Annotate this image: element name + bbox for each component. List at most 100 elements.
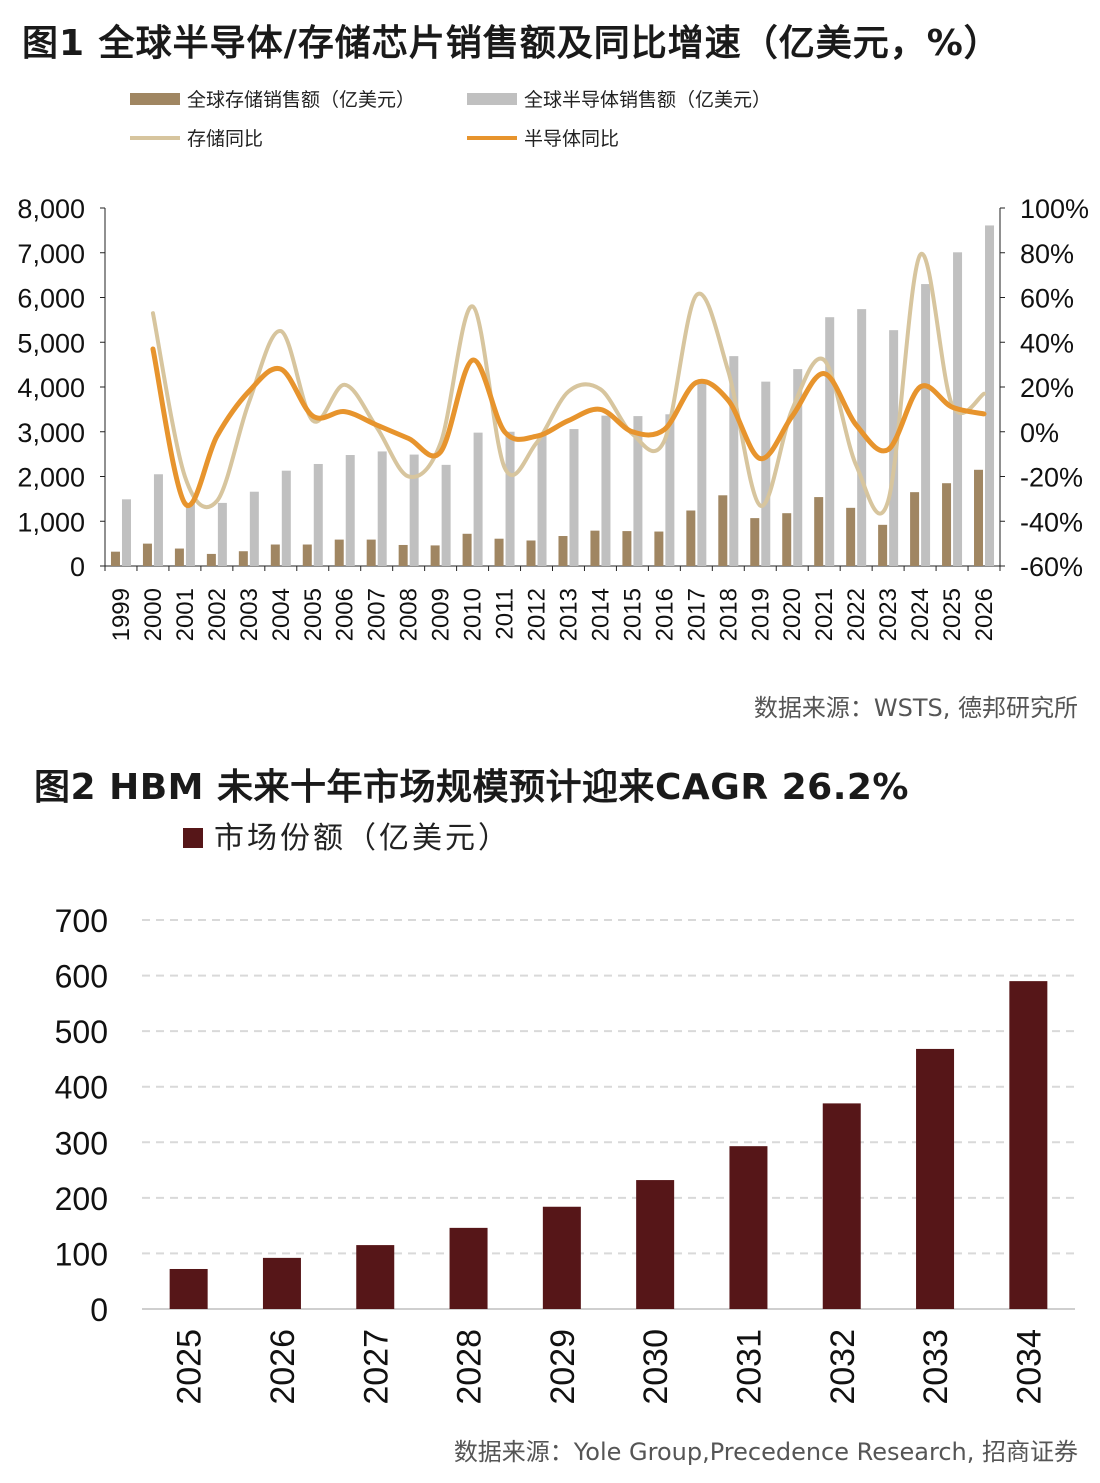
semi-sales-bar-2017 <box>697 381 707 566</box>
right-tick-label: 40% <box>1020 328 1074 358</box>
left-tick-label: 5,000 <box>17 328 85 358</box>
left-tick-label: 8,000 <box>17 194 85 224</box>
semi-sales-bar-2008 <box>409 454 419 566</box>
memory-sales-bar-2021 <box>814 497 824 566</box>
semi-yoy-line <box>150 346 987 509</box>
memory-sales-bar-2006 <box>334 539 344 566</box>
memory-sales-bar-2026 <box>974 469 984 566</box>
right-tick-label: 0% <box>1020 418 1059 448</box>
x-tick-label: 2003 <box>236 588 263 641</box>
right-tick-label: 20% <box>1020 373 1074 403</box>
legend-swatch-1 <box>467 93 517 105</box>
memory-sales-bar-2020 <box>782 513 792 566</box>
hbm-bar-2032 <box>822 1103 861 1309</box>
memory-sales-bar-2002 <box>206 553 216 566</box>
right-tick-label: -60% <box>1020 552 1083 582</box>
right-tick-label: -40% <box>1020 507 1083 537</box>
legend-label-0: 全球存储销售额（亿美元） <box>187 89 415 111</box>
hbm-bar-2026 <box>262 1257 301 1309</box>
semi-sales-bar-2007 <box>377 451 387 566</box>
semi-sales-bar-2024 <box>921 284 931 566</box>
semi-sales-bar-2003 <box>249 491 259 566</box>
memory-sales-bar-2000 <box>142 543 152 566</box>
memory-sales-bar-2017 <box>686 510 696 566</box>
semi-sales-bar-2026 <box>985 225 995 566</box>
x-tick-label: 2014 <box>587 588 614 641</box>
x-tick-label: 2000 <box>140 588 167 641</box>
figure1-title: 图1 全球半导体/存储芯片销售额及同比增速（亿美元，%） <box>22 23 1001 64</box>
hbm-bar-2027 <box>356 1245 395 1309</box>
x-tick-label: 2030 <box>637 1329 675 1405</box>
semi-sales-bar-2005 <box>313 463 323 566</box>
legend-label-2: 存储同比 <box>187 128 263 150</box>
x-tick-label: 2001 <box>172 588 199 641</box>
legend-swatch <box>183 828 203 848</box>
x-tick-label: 2008 <box>396 588 423 641</box>
memory-sales-bar-2004 <box>270 544 280 566</box>
x-tick-label: 2011 <box>492 588 519 640</box>
memory-sales-bar-2014 <box>590 530 600 566</box>
right-tick-label: 80% <box>1020 239 1074 269</box>
x-tick-label: 2007 <box>364 588 391 641</box>
figure2-title: 图2 HBM 未来十年市场规模预计迎来CAGR 26.2% <box>34 767 909 808</box>
y-tick-label: 500 <box>55 1014 108 1050</box>
x-tick-label: 2031 <box>730 1329 768 1405</box>
x-tick-label: 2017 <box>683 588 710 641</box>
semi-sales-bar-2015 <box>633 416 643 566</box>
x-tick-label: 2019 <box>747 588 774 641</box>
x-tick-label: 2015 <box>619 588 646 641</box>
memory-sales-bar-2013 <box>558 536 568 566</box>
memory-sales-bar-2005 <box>302 544 312 566</box>
semi-sales-bar-2014 <box>601 415 611 566</box>
left-tick-label: 6,000 <box>17 284 85 314</box>
semi-sales-bar-2022 <box>857 309 867 566</box>
semi-sales-bar-2010 <box>473 432 483 566</box>
semi-sales-bar-2002 <box>217 502 227 566</box>
right-tick-label: 100% <box>1020 194 1089 224</box>
memory-sales-bar-2024 <box>910 492 920 566</box>
memory-sales-bar-2010 <box>462 533 472 566</box>
semi-sales-bar-2013 <box>569 429 579 566</box>
x-tick-label: 2022 <box>843 588 870 641</box>
left-tick-label: 7,000 <box>17 239 85 269</box>
x-tick-label: 2033 <box>917 1329 955 1405</box>
x-tick-label: 2034 <box>1010 1329 1048 1405</box>
semi-sales-bar-2009 <box>441 464 451 566</box>
semi-sales-bar-2023 <box>889 330 899 566</box>
x-tick-label: 2010 <box>460 588 487 641</box>
y-tick-label: 300 <box>55 1125 108 1161</box>
semi-sales-bar-2006 <box>345 455 355 566</box>
right-tick-label: 60% <box>1020 284 1074 314</box>
x-tick-label: 2018 <box>715 588 742 641</box>
legend-swatch-0 <box>130 93 180 105</box>
x-tick-label: 2012 <box>524 588 551 641</box>
hbm-bar-2033 <box>916 1048 955 1309</box>
y-tick-label: 100 <box>55 1236 108 1272</box>
memory-sales-bar-2008 <box>398 544 408 566</box>
semi-sales-bar-2011 <box>505 431 515 566</box>
memory-sales-bar-2019 <box>750 518 760 566</box>
left-tick-label: 4,000 <box>17 373 85 403</box>
figure2-source: 数据来源：Yole Group,Precedence Research, 招商证… <box>453 1438 1078 1466</box>
left-tick-label: 2,000 <box>17 463 85 493</box>
semi-sales-bar-2004 <box>281 470 291 566</box>
semi-sales-bar-2020 <box>793 369 803 566</box>
hbm-bar-2028 <box>449 1227 488 1309</box>
semi-sales-bar-2018 <box>729 356 739 566</box>
semi-sales-bar-2012 <box>537 435 547 566</box>
x-tick-label: 2026 <box>971 588 998 641</box>
x-tick-label: 2002 <box>204 588 231 641</box>
memory-sales-bar-2016 <box>654 531 664 566</box>
memory-sales-bar-2023 <box>878 524 888 566</box>
legend-label-3: 半导体同比 <box>524 128 619 150</box>
x-tick-label: 2023 <box>875 588 902 641</box>
hbm-bar-2031 <box>729 1146 768 1309</box>
x-tick-label: 2027 <box>357 1329 395 1405</box>
x-tick-label: 2029 <box>544 1329 582 1405</box>
figure1-source: 数据来源：WSTS, 德邦研究所 <box>753 694 1078 722</box>
left-tick-label: 3,000 <box>17 418 85 448</box>
memory-sales-bar-2007 <box>366 539 376 566</box>
y-tick-label: 700 <box>55 903 108 939</box>
semi-sales-bar-1999 <box>121 499 131 566</box>
x-tick-label: 2028 <box>451 1329 489 1405</box>
